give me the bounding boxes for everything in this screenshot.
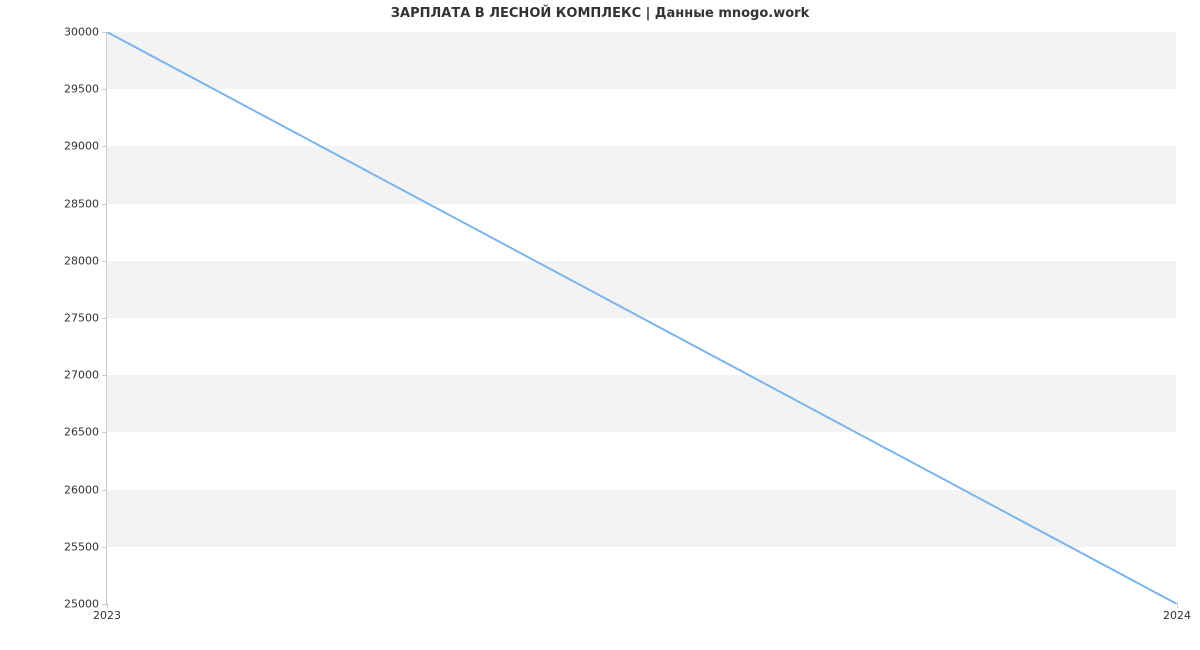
- series-layer: [107, 32, 1177, 604]
- y-tick-label: 28500: [64, 197, 107, 210]
- salary-line-chart: ЗАРПЛАТА В ЛЕСНОЙ КОМПЛЕКС | Данные mnog…: [0, 0, 1200, 650]
- y-tick-label: 26000: [64, 483, 107, 496]
- x-tick-mark: [1177, 603, 1178, 608]
- chart-title: ЗАРПЛАТА В ЛЕСНОЙ КОМПЛЕКС | Данные mnog…: [0, 6, 1200, 21]
- series-line-salary: [107, 32, 1177, 604]
- plot-area: 2500025500260002650027000275002800028500…: [106, 32, 1176, 604]
- y-tick-label: 26500: [64, 426, 107, 439]
- y-tick-label: 29000: [64, 140, 107, 153]
- y-tick-label: 27000: [64, 369, 107, 382]
- y-tick-label: 29500: [64, 83, 107, 96]
- y-tick-label: 25500: [64, 540, 107, 553]
- y-tick-label: 27500: [64, 312, 107, 325]
- y-tick-label: 30000: [64, 26, 107, 39]
- y-tick-label: 28000: [64, 254, 107, 267]
